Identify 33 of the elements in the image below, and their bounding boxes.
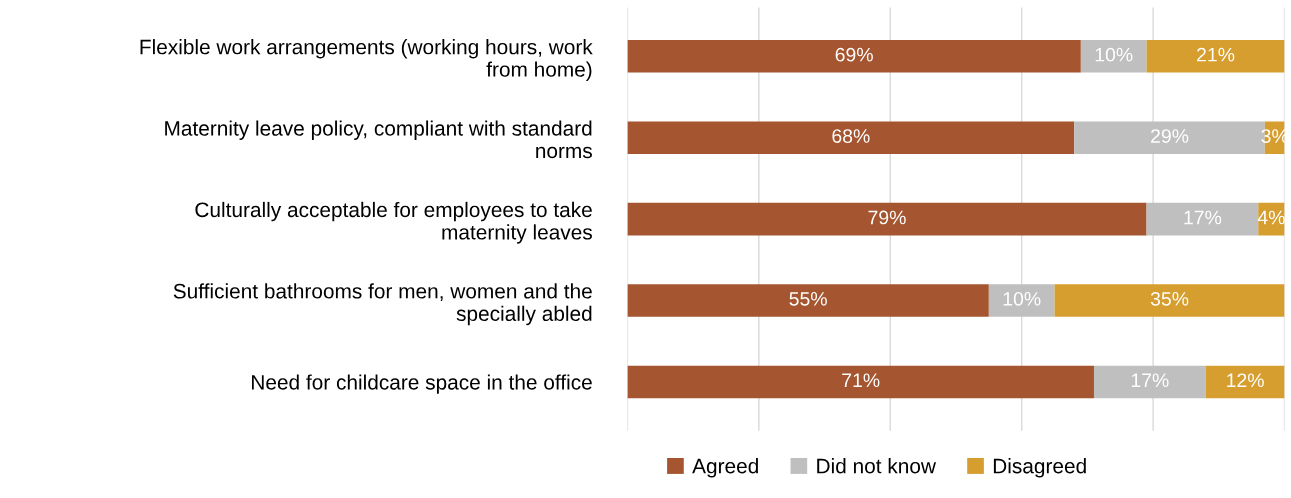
bar xyxy=(627,121,1075,154)
bar xyxy=(1205,365,1285,399)
data-label: 69% xyxy=(835,47,873,62)
data-label: 71% xyxy=(842,373,880,388)
bar xyxy=(1054,284,1285,317)
data-label: 55% xyxy=(789,292,827,306)
bar xyxy=(1146,202,1259,236)
y-tick-label: Culturally acceptable for employees to take maternity leaves xyxy=(195,201,592,244)
legend-label: Agreed xyxy=(692,458,758,478)
data-label: 21% xyxy=(1197,47,1235,62)
data-label: 17% xyxy=(1131,373,1169,388)
data-label: 79% xyxy=(868,210,906,225)
bar xyxy=(1080,40,1147,73)
bar xyxy=(627,202,1147,236)
data-label: 10% xyxy=(1095,47,1133,62)
bar xyxy=(988,284,1055,317)
bar xyxy=(1093,365,1206,399)
legend-label: Disagreed xyxy=(993,458,1086,478)
data-label: 10% xyxy=(1003,291,1041,306)
bar xyxy=(1146,40,1285,73)
y-tick-label: Flexible work arrangements (working hours, work from home) xyxy=(140,39,593,81)
bar xyxy=(627,40,1081,73)
data-label: 68% xyxy=(832,129,870,143)
y-tick-label: Need for childcare space in the office xyxy=(252,374,592,394)
bar xyxy=(627,284,989,317)
data-label: 29% xyxy=(1151,129,1189,143)
legend-label: Did not know xyxy=(817,458,937,474)
data-label: 17% xyxy=(1184,210,1222,225)
y-tick-label: Sufficient bathrooms for men, women and the specially abled xyxy=(173,283,592,326)
data-label: 12% xyxy=(1227,373,1264,388)
data-label: 35% xyxy=(1150,291,1189,306)
y-tick-label: Maternity leave policy, compliant with standard norms xyxy=(165,120,592,159)
bar xyxy=(627,365,1094,399)
